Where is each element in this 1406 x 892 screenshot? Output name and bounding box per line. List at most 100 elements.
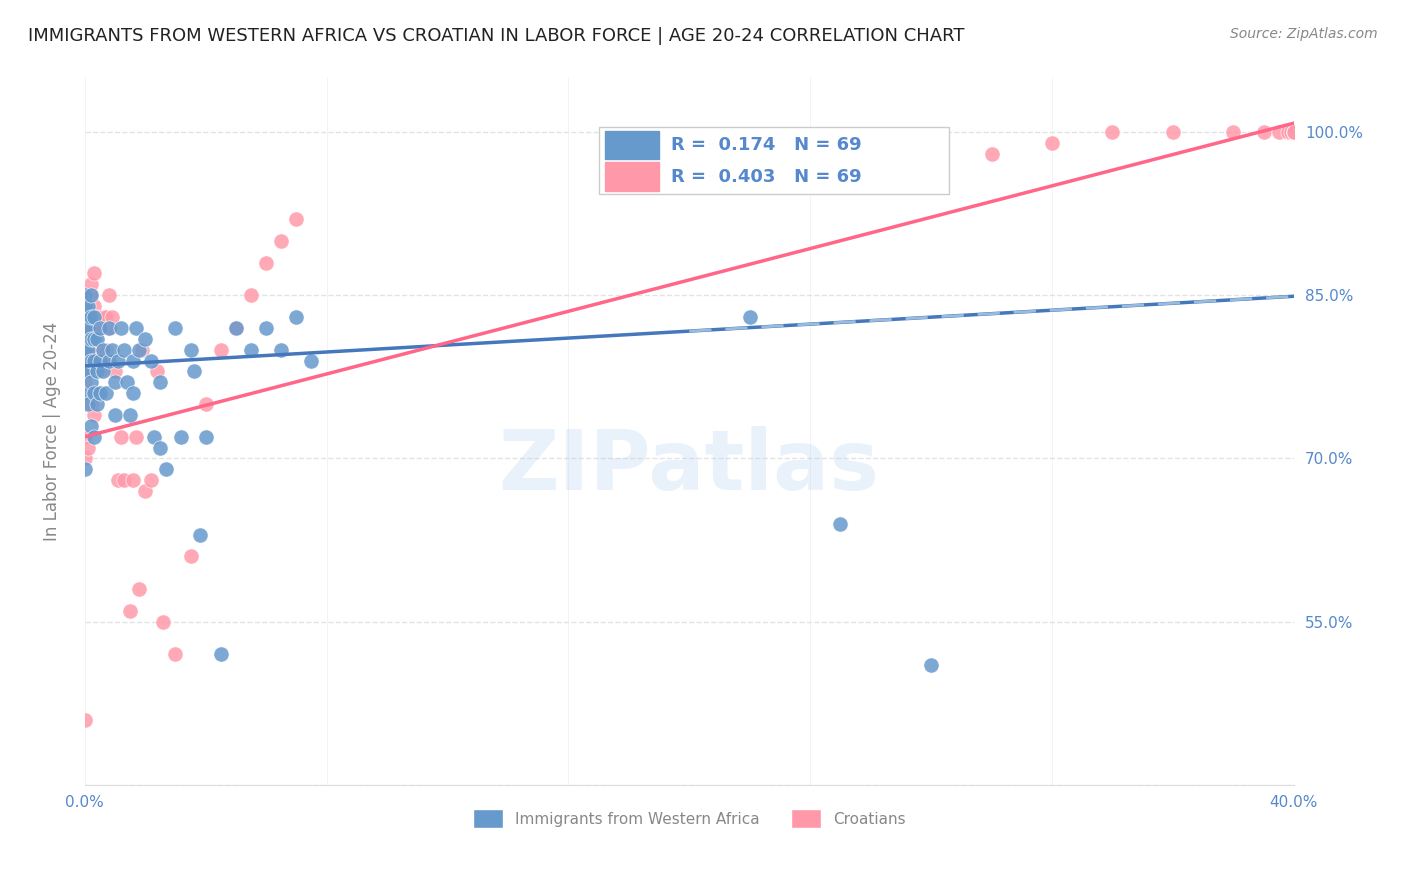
- Point: [80, 288, 103, 302]
- Point: [73, 310, 96, 324]
- Point: [165, 648, 187, 662]
- Point: [830, 516, 852, 531]
- Point: [194, 430, 217, 444]
- Point: [104, 376, 127, 390]
- Point: [270, 234, 292, 248]
- Point: [86, 364, 108, 378]
- Point: [80, 397, 103, 411]
- Point: [134, 484, 156, 499]
- Point: [76, 321, 98, 335]
- Point: [209, 648, 232, 662]
- Point: [76, 441, 98, 455]
- Point: [73, 451, 96, 466]
- Point: [122, 386, 145, 401]
- Point: [115, 376, 138, 390]
- Text: IMMIGRANTS FROM WESTERN AFRICA VS CROATIAN IN LABOR FORCE | AGE 20-24 CORRELATIO: IMMIGRANTS FROM WESTERN AFRICA VS CROATI…: [28, 27, 965, 45]
- Point: [1253, 125, 1275, 139]
- Point: [86, 397, 108, 411]
- Point: [152, 615, 174, 629]
- Point: [1277, 125, 1299, 139]
- Point: [73, 288, 96, 302]
- Point: [80, 343, 103, 357]
- Point: [1282, 125, 1305, 139]
- Point: [738, 310, 761, 324]
- Point: [89, 321, 111, 335]
- Point: [1282, 125, 1305, 139]
- Point: [83, 386, 105, 401]
- Point: [76, 343, 98, 357]
- Point: [73, 299, 96, 313]
- Point: [80, 332, 103, 346]
- Point: [270, 343, 292, 357]
- Point: [225, 321, 247, 335]
- Point: [146, 364, 169, 378]
- Point: [73, 343, 96, 357]
- Point: [89, 386, 111, 401]
- Point: [73, 288, 96, 302]
- Text: R =  0.174   N = 69: R = 0.174 N = 69: [671, 136, 862, 153]
- Point: [73, 713, 96, 727]
- Point: [76, 397, 98, 411]
- FancyBboxPatch shape: [605, 162, 659, 191]
- Point: [141, 473, 163, 487]
- Point: [165, 321, 187, 335]
- Point: [73, 310, 96, 324]
- Point: [83, 321, 105, 335]
- Point: [285, 211, 308, 226]
- Point: [285, 310, 308, 324]
- Point: [240, 288, 263, 302]
- Point: [141, 353, 163, 368]
- Point: [1101, 125, 1123, 139]
- Point: [1279, 125, 1302, 139]
- Point: [83, 430, 105, 444]
- Point: [86, 343, 108, 357]
- Point: [80, 418, 103, 433]
- Point: [101, 310, 124, 324]
- Point: [183, 364, 205, 378]
- Point: [73, 386, 96, 401]
- Point: [122, 473, 145, 487]
- Y-axis label: In Labor Force | Age 20-24: In Labor Force | Age 20-24: [44, 322, 60, 541]
- Point: [97, 321, 120, 335]
- Point: [89, 353, 111, 368]
- Point: [94, 343, 117, 357]
- Legend: Immigrants from Western Africa, Croatians: Immigrants from Western Africa, Croatian…: [467, 803, 912, 834]
- Point: [83, 299, 105, 313]
- Point: [80, 310, 103, 324]
- Point: [76, 288, 98, 302]
- Point: [80, 353, 103, 368]
- Point: [1161, 125, 1184, 139]
- Text: R =  0.403   N = 69: R = 0.403 N = 69: [671, 168, 862, 186]
- Point: [110, 321, 132, 335]
- Point: [86, 332, 108, 346]
- Point: [73, 430, 96, 444]
- Point: [73, 462, 96, 476]
- Point: [80, 376, 103, 390]
- Point: [89, 364, 111, 378]
- Point: [128, 343, 150, 357]
- Point: [120, 604, 142, 618]
- Point: [131, 343, 153, 357]
- Point: [122, 353, 145, 368]
- FancyBboxPatch shape: [599, 127, 949, 194]
- Point: [73, 364, 96, 378]
- Text: ZIPatlas: ZIPatlas: [499, 426, 880, 508]
- Point: [97, 321, 120, 335]
- Point: [83, 267, 105, 281]
- Point: [104, 364, 127, 378]
- Point: [194, 397, 217, 411]
- Point: [125, 321, 148, 335]
- Point: [254, 321, 277, 335]
- Point: [73, 376, 96, 390]
- Point: [254, 255, 277, 269]
- Point: [83, 364, 105, 378]
- Point: [1282, 125, 1305, 139]
- Point: [128, 582, 150, 596]
- Point: [1040, 136, 1063, 150]
- Point: [1282, 125, 1305, 139]
- Point: [1222, 125, 1244, 139]
- Point: [76, 321, 98, 335]
- Point: [125, 430, 148, 444]
- Point: [86, 386, 108, 401]
- Point: [299, 353, 322, 368]
